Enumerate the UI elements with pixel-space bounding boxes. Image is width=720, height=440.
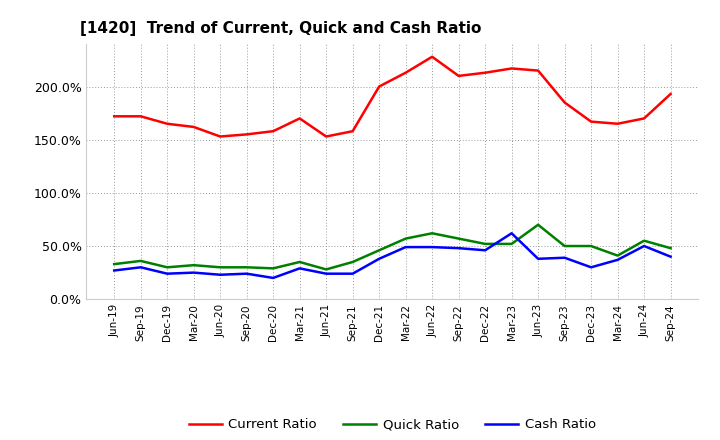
Line: Current Ratio: Current Ratio <box>114 57 670 136</box>
Current Ratio <box>216 134 225 139</box>
Current Ratio <box>587 119 595 124</box>
Cash Ratio <box>189 270 198 275</box>
Quick Ratio <box>508 241 516 246</box>
Cash Ratio <box>163 271 171 276</box>
Quick Ratio <box>401 236 410 241</box>
Cash Ratio <box>560 255 569 260</box>
Quick Ratio <box>348 259 357 264</box>
Cash Ratio <box>454 246 463 251</box>
Cash Ratio <box>348 271 357 276</box>
Cash Ratio <box>322 271 330 276</box>
Current Ratio <box>560 100 569 105</box>
Line: Cash Ratio: Cash Ratio <box>114 233 670 278</box>
Current Ratio <box>428 54 436 59</box>
Current Ratio <box>322 134 330 139</box>
Quick Ratio <box>163 265 171 270</box>
Current Ratio <box>348 128 357 134</box>
Text: [1420]  Trend of Current, Quick and Cash Ratio: [1420] Trend of Current, Quick and Cash … <box>80 21 482 36</box>
Quick Ratio <box>216 265 225 270</box>
Current Ratio <box>136 114 145 119</box>
Cash Ratio <box>640 243 649 249</box>
Current Ratio <box>613 121 622 126</box>
Cash Ratio <box>508 231 516 236</box>
Current Ratio <box>269 128 277 134</box>
Current Ratio <box>163 121 171 126</box>
Cash Ratio <box>401 245 410 250</box>
Cash Ratio <box>136 265 145 270</box>
Quick Ratio <box>375 248 384 253</box>
Quick Ratio <box>613 253 622 258</box>
Current Ratio <box>454 73 463 78</box>
Current Ratio <box>640 116 649 121</box>
Quick Ratio <box>481 241 490 246</box>
Cash Ratio <box>216 272 225 277</box>
Cash Ratio <box>110 268 119 273</box>
Current Ratio <box>401 70 410 75</box>
Quick Ratio <box>322 267 330 272</box>
Cash Ratio <box>666 254 675 259</box>
Cash Ratio <box>269 275 277 281</box>
Cash Ratio <box>428 245 436 250</box>
Legend: Current Ratio, Quick Ratio, Cash Ratio: Current Ratio, Quick Ratio, Cash Ratio <box>184 413 601 436</box>
Cash Ratio <box>534 256 542 261</box>
Quick Ratio <box>269 266 277 271</box>
Cash Ratio <box>243 271 251 276</box>
Cash Ratio <box>613 257 622 263</box>
Current Ratio <box>243 132 251 137</box>
Quick Ratio <box>666 246 675 251</box>
Current Ratio <box>481 70 490 75</box>
Quick Ratio <box>428 231 436 236</box>
Quick Ratio <box>587 243 595 249</box>
Quick Ratio <box>136 258 145 264</box>
Current Ratio <box>189 124 198 129</box>
Quick Ratio <box>189 263 198 268</box>
Cash Ratio <box>587 265 595 270</box>
Quick Ratio <box>454 236 463 241</box>
Current Ratio <box>110 114 119 119</box>
Quick Ratio <box>534 222 542 227</box>
Line: Quick Ratio: Quick Ratio <box>114 225 670 269</box>
Quick Ratio <box>640 238 649 243</box>
Quick Ratio <box>110 261 119 267</box>
Quick Ratio <box>243 265 251 270</box>
Cash Ratio <box>375 256 384 261</box>
Cash Ratio <box>295 266 304 271</box>
Current Ratio <box>534 68 542 73</box>
Cash Ratio <box>481 248 490 253</box>
Current Ratio <box>666 92 675 97</box>
Current Ratio <box>375 84 384 89</box>
Current Ratio <box>508 66 516 71</box>
Current Ratio <box>295 116 304 121</box>
Quick Ratio <box>295 259 304 264</box>
Quick Ratio <box>560 243 569 249</box>
